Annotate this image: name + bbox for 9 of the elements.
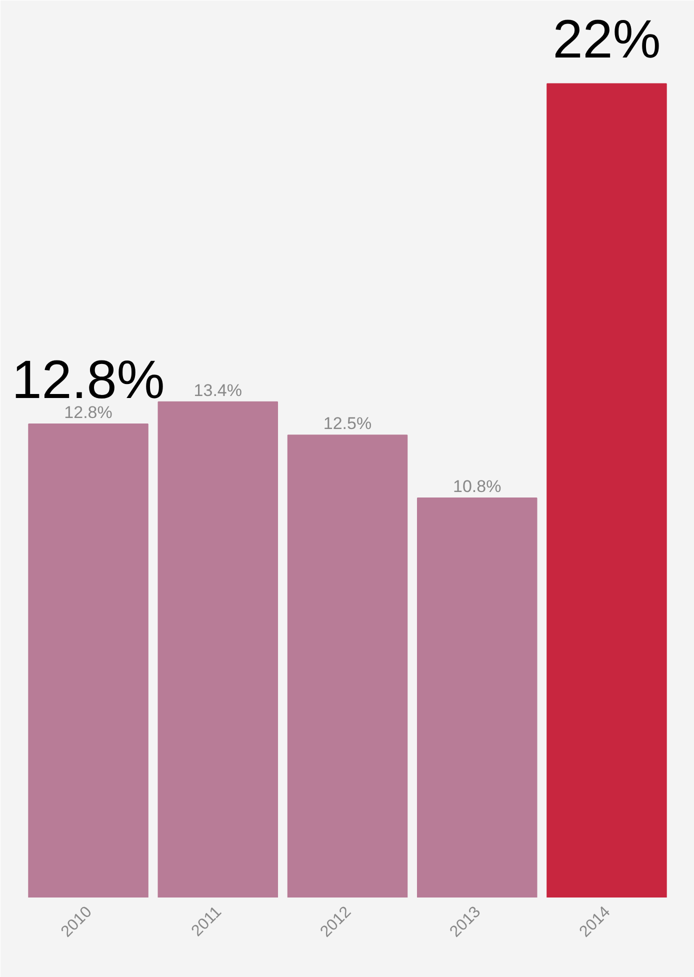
bar [416, 498, 538, 898]
bar [28, 424, 148, 898]
bar [546, 83, 667, 898]
data-label: 13.4% [194, 380, 242, 400]
bar [158, 401, 278, 898]
bar [287, 434, 408, 898]
annotation: 22% [552, 10, 661, 70]
data-label: 12.5% [323, 414, 372, 434]
data-label: 10.8% [453, 477, 502, 496]
